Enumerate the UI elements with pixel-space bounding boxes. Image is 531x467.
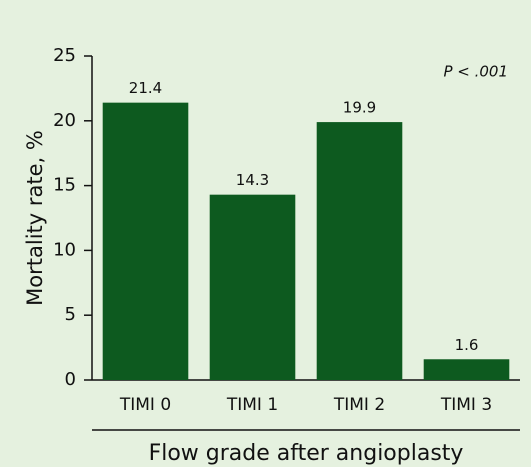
y-tick-label: 15 bbox=[53, 175, 76, 196]
y-tick-label: 20 bbox=[53, 110, 76, 131]
value-label: 14.3 bbox=[236, 171, 269, 189]
y-tick-label: 25 bbox=[53, 45, 76, 66]
value-label: 21.4 bbox=[129, 79, 162, 97]
annotation: P < .001 bbox=[443, 63, 508, 81]
x-tick-label: TIMI 0 bbox=[119, 395, 171, 415]
x-axis-label: Flow grade after angioplasty bbox=[149, 441, 464, 466]
y-tick-label: 10 bbox=[53, 239, 76, 260]
value-label: 1.6 bbox=[455, 336, 479, 354]
value-label: 19.9 bbox=[343, 99, 376, 117]
bar bbox=[102, 102, 189, 380]
bar bbox=[316, 122, 403, 380]
y-axis-label: Mortality rate, % bbox=[23, 130, 47, 306]
y-tick-label: 0 bbox=[65, 369, 76, 390]
bar bbox=[423, 359, 510, 380]
y-tick-label: 5 bbox=[65, 304, 76, 325]
bar bbox=[209, 194, 296, 380]
x-tick-label: TIMI 3 bbox=[440, 395, 492, 415]
x-tick-label: TIMI 1 bbox=[226, 395, 278, 415]
x-tick-label: TIMI 2 bbox=[333, 395, 385, 415]
